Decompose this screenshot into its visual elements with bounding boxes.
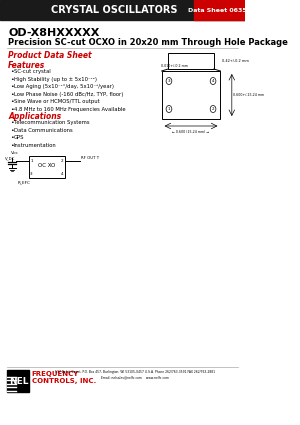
Text: V_DC: V_DC	[5, 156, 16, 160]
Text: •: •	[11, 76, 14, 82]
Text: 4: 4	[61, 172, 64, 176]
Bar	[168, 53, 214, 69]
Text: Features: Features	[8, 61, 45, 70]
Text: •: •	[11, 128, 14, 133]
Text: 2: 2	[61, 159, 64, 163]
Text: Vcc: Vcc	[11, 151, 18, 155]
Text: Email: nelsales@nelfc.com    www.nelfc.com: Email: nelsales@nelfc.com www.nelfc.com	[101, 375, 169, 379]
Text: •: •	[11, 107, 14, 111]
Text: 0.010+/-0.2 mm: 0.010+/-0.2 mm	[161, 64, 188, 68]
Text: 3: 3	[30, 172, 33, 176]
Text: CRYSTAL OSCILLATORS: CRYSTAL OSCILLATORS	[51, 5, 178, 15]
Bar	[0, 0, 245, 20]
Text: Product Data Sheet: Product Data Sheet	[8, 51, 92, 60]
Text: OC XO: OC XO	[38, 162, 56, 167]
Text: •: •	[11, 120, 14, 125]
Text: •: •	[11, 135, 14, 140]
Text: ← 0.600 (15.24 mm) →: ← 0.600 (15.24 mm) →	[172, 130, 210, 134]
Text: Precision SC-cut OCXO in 20x20 mm Through Hole Package: Precision SC-cut OCXO in 20x20 mm Throug…	[8, 38, 288, 47]
Text: •: •	[11, 91, 14, 96]
Text: RF OUT T: RF OUT T	[81, 156, 99, 160]
Text: Applications: Applications	[8, 112, 61, 121]
Text: 1: 1	[168, 107, 170, 111]
Text: CONTROLS, INC.: CONTROLS, INC.	[32, 378, 96, 384]
Text: OD-X8HXXXXX: OD-X8HXXXXX	[8, 28, 100, 38]
Text: •: •	[11, 99, 14, 104]
Text: 597 Beloit Street, P.O. Box 457, Burlington, WI 53105-0457 U.S.A. Phone 262/763-: 597 Beloit Street, P.O. Box 457, Burling…	[55, 370, 215, 374]
Text: 3: 3	[168, 79, 170, 83]
Text: Sine Wave or HCMOS/TTL output: Sine Wave or HCMOS/TTL output	[14, 99, 100, 104]
Text: R_EFC: R_EFC	[18, 180, 31, 184]
Text: •: •	[11, 69, 14, 74]
Text: FREQUENCY: FREQUENCY	[32, 371, 79, 377]
Bar	[28, 156, 65, 178]
Text: 0.600+/-15.24 mm: 0.600+/-15.24 mm	[233, 93, 265, 97]
Text: •: •	[11, 84, 14, 89]
Text: 4.8 MHz to 160 MHz Frequencies Available: 4.8 MHz to 160 MHz Frequencies Available	[14, 107, 125, 111]
Text: Instrumentation: Instrumentation	[14, 142, 57, 147]
Bar	[7, 370, 29, 392]
Text: Low Aging (5x10⁻¹°/day, 5x10⁻⁸/year): Low Aging (5x10⁻¹°/day, 5x10⁻⁸/year)	[14, 84, 114, 89]
Text: Data Sheet 0635G: Data Sheet 0635G	[188, 8, 251, 12]
Text: Low Phase Noise (-160 dBc/Hz, TYP, floor): Low Phase Noise (-160 dBc/Hz, TYP, floor…	[14, 91, 123, 96]
Text: SC-cut crystal: SC-cut crystal	[14, 69, 51, 74]
Text: 0.42+/-0.2 mm: 0.42+/-0.2 mm	[222, 59, 249, 63]
Text: Telecommunication Systems: Telecommunication Systems	[14, 120, 89, 125]
Text: GPS: GPS	[14, 135, 24, 140]
Text: NEL: NEL	[9, 377, 28, 385]
Text: •: •	[11, 142, 14, 147]
Text: High Stability (up to ± 5x10⁻¹²): High Stability (up to ± 5x10⁻¹²)	[14, 76, 97, 82]
Text: 4: 4	[212, 79, 214, 83]
Bar	[162, 71, 220, 119]
Bar	[194, 0, 245, 20]
Text: 1: 1	[30, 159, 33, 163]
Text: Data Communications: Data Communications	[14, 128, 73, 133]
Text: 2: 2	[212, 107, 214, 111]
